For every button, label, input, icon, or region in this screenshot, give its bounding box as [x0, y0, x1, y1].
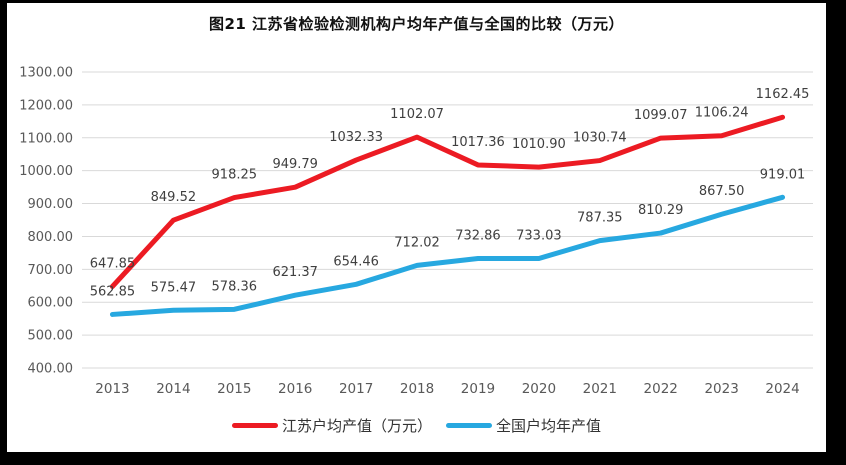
data-label: 1102.07: [390, 107, 444, 122]
x-tick-label: 2016: [278, 381, 312, 397]
data-label: 849.52: [151, 190, 197, 205]
x-tick-label: 2014: [156, 381, 190, 397]
data-label: 1030.74: [573, 131, 627, 146]
y-tick-label: 900.00: [28, 197, 74, 212]
data-label: 578.36: [212, 279, 258, 294]
data-label: 647.85: [90, 256, 136, 271]
legend-label-jiangsu: 江苏户均产值（万元）: [281, 417, 432, 435]
data-label: 919.01: [760, 167, 806, 182]
y-tick-label: 1000.00: [19, 164, 73, 179]
series-line-1: [109, 194, 786, 317]
chart-title: 图21 江苏省检验检测机构户均年产值与全国的比较（万元）: [208, 15, 625, 33]
x-tick-label: 2020: [522, 381, 556, 397]
y-tick-label: 1300.00: [19, 66, 73, 81]
x-tick-label: 2013: [95, 381, 129, 397]
data-label: 810.29: [638, 203, 684, 218]
x-tick-label: 2018: [400, 381, 434, 397]
data-label: 654.46: [333, 254, 379, 269]
data-label: 949.79: [272, 157, 318, 172]
legend-item-national: 全国户均年产值: [446, 415, 601, 436]
data-label: 787.35: [577, 211, 623, 226]
y-tick-label: 1100.00: [19, 131, 73, 146]
data-label: 732.86: [455, 229, 501, 244]
data-label: 867.50: [699, 184, 745, 199]
y-tick-label: 400.00: [28, 362, 74, 377]
data-label: 733.03: [516, 228, 562, 243]
x-tick-label: 2022: [644, 381, 678, 397]
y-tick-label: 800.00: [28, 230, 74, 245]
x-tick-label: 2017: [339, 381, 373, 397]
x-tick-label: 2021: [583, 381, 617, 397]
data-label: 1106.24: [695, 106, 749, 121]
data-label: 918.25: [212, 168, 258, 183]
data-label: 575.47: [151, 280, 197, 295]
legend: 江苏户均产值（万元） 全国户均年产值: [7, 415, 826, 436]
data-label: 1017.36: [451, 135, 505, 150]
line-chart: 400.00 500.00 600.00 700.00 800.00 900.00 1000…: [19, 66, 813, 397]
legend-item-jiangsu: 江苏户均产值（万元）: [231, 415, 432, 436]
legend-label-national: 全国户均年产值: [496, 417, 602, 435]
x-tick-label: 2015: [217, 381, 251, 397]
x-tick-label: 2019: [461, 381, 495, 397]
y-tick-label: 600.00: [28, 296, 74, 311]
data-label: 712.02: [394, 235, 440, 250]
y-tick-label: 1200.00: [19, 98, 73, 113]
chart-container: 图21 江苏省检验检测机构户均年产值与全国的比较（万元） 400.00 500.0…: [7, 3, 826, 452]
x-tick-label: 2024: [765, 381, 799, 397]
y-tick-label: 700.00: [28, 263, 74, 278]
data-label: 1162.45: [756, 87, 810, 102]
x-tick-label: 2023: [704, 381, 738, 397]
legend-swatch-national: [446, 423, 492, 428]
data-label: 562.85: [90, 284, 136, 299]
data-label: 621.37: [272, 265, 318, 280]
data-label: 1099.07: [634, 108, 688, 123]
legend-swatch-jiangsu: [231, 423, 278, 428]
data-label: 1010.90: [512, 137, 566, 152]
series-line-0: [109, 114, 786, 289]
y-tick-label: 500.00: [28, 329, 74, 344]
data-label: 1032.33: [329, 130, 383, 145]
